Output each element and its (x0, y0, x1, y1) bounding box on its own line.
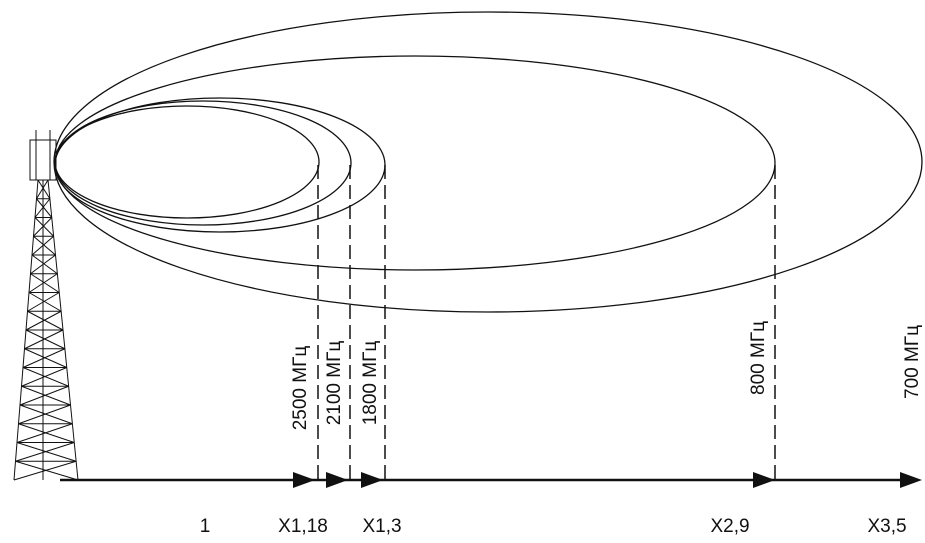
tower-lattice (34, 198, 51, 218)
arrow (293, 472, 315, 488)
tower-lattice (31, 235, 54, 256)
frequency-labels: 2500 МГц 2100 МГц 1800 МГц 800 МГц 700 М… (290, 321, 923, 430)
dashed-lines (317, 165, 776, 480)
tower-lattice (30, 273, 60, 293)
tower-lattice (16, 442, 77, 462)
tower-lattice (25, 310, 62, 331)
tower-lattice (16, 423, 73, 443)
tower-lattice (22, 367, 69, 387)
frequency-label: 700 МГц (902, 325, 923, 399)
tower-lattice (34, 217, 54, 237)
tower-lattice (19, 404, 73, 425)
axis-label: X1,18 (278, 516, 328, 537)
axis-label: X2,9 (710, 516, 749, 537)
tower-lattice (21, 385, 71, 406)
tower-lattice (24, 348, 67, 368)
tower-lattice (31, 254, 58, 275)
frequency-label: 2500 МГц (290, 346, 311, 431)
tower-lattice (33, 235, 56, 256)
axis-label: X1,3 (362, 516, 401, 537)
tower-lattice (18, 423, 75, 443)
tower-lattice (36, 198, 53, 218)
loop-800 (54, 55, 776, 271)
tower-antennas (29, 139, 57, 181)
loop-2500 (54, 105, 320, 219)
tower-lattice (37, 179, 51, 200)
axis (60, 472, 922, 488)
tower-lattice (19, 385, 69, 406)
arrow (753, 472, 775, 488)
tower-lattice (25, 329, 66, 350)
tower-lattice (27, 292, 60, 312)
axis-label: 1 (200, 516, 211, 537)
tower-lattice (18, 404, 71, 425)
tower-lattice (27, 310, 64, 331)
tower-lattice (21, 367, 67, 387)
frequency-label: 800 МГц (748, 321, 769, 395)
tower-lattice (33, 217, 53, 237)
tower-lattice (22, 348, 66, 368)
frequency-label: 1800 МГц (360, 341, 381, 426)
tower-lattice (15, 442, 75, 462)
arrow (326, 472, 348, 488)
arrow (361, 472, 383, 488)
tower-lattice (28, 273, 58, 293)
tower-lattice (36, 179, 49, 200)
tower-lattice (28, 292, 62, 312)
axis-label: X3,5 (867, 516, 906, 537)
axis-labels: 1 X1,18 X1,3 X2,9 X3,5 (200, 516, 907, 537)
tower (13, 130, 79, 481)
tower-lattice (24, 329, 64, 350)
tower-lattice (30, 254, 56, 275)
loop-700 (53, 11, 923, 313)
coverage-loops (53, 11, 923, 313)
tower-lattice (13, 460, 77, 481)
arrow (900, 472, 922, 488)
frequency-label: 2100 МГц (324, 341, 345, 426)
